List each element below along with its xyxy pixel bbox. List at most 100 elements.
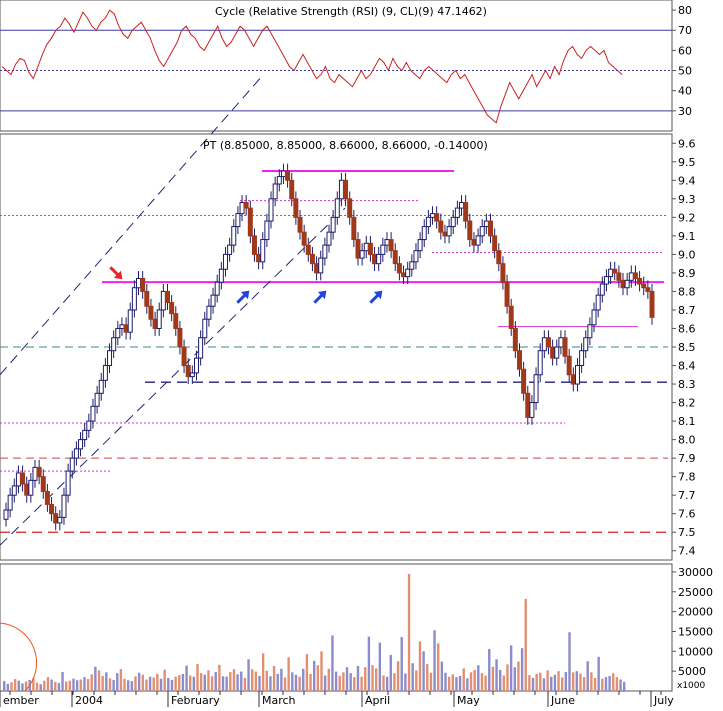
price-tick-label: 8.0 (678, 434, 696, 447)
candle (570, 374, 576, 385)
price-tick-label: 9.0 (678, 248, 696, 261)
volume-bar (411, 663, 414, 691)
candle (305, 244, 311, 255)
volume-bar (586, 661, 589, 691)
volume-bar (119, 669, 123, 691)
volume-bar (54, 681, 57, 691)
volume-bar (236, 674, 239, 691)
candle (450, 216, 456, 228)
candle (86, 420, 92, 431)
volume-bar (46, 677, 50, 691)
volume-bar (185, 665, 188, 691)
candle (326, 231, 332, 246)
volume-bar (65, 681, 68, 691)
volume-bar (75, 680, 79, 691)
candle (434, 213, 440, 222)
price-tick-label: 9.4 (678, 174, 696, 187)
volume-bar (199, 673, 203, 691)
volume-bar (612, 673, 615, 691)
volume-bar (294, 674, 298, 691)
volume-bar (17, 680, 20, 691)
volume-bar (444, 672, 447, 691)
volume-bar (422, 651, 425, 691)
price-tick-label: 8.8 (678, 285, 696, 298)
volume-bar (528, 675, 531, 691)
x-tick-label: 2004 (75, 694, 103, 707)
volume-bar (375, 668, 378, 691)
price-tick-label: 8.6 (678, 322, 696, 335)
candle (82, 429, 88, 441)
volume-bar (396, 661, 400, 691)
volume-bar (320, 651, 323, 691)
volume-bar (32, 678, 35, 691)
candle (595, 294, 601, 311)
volume-tick-label: 25000 (678, 586, 713, 599)
price-tick-label: 8.3 (678, 378, 696, 391)
volume-bar (550, 676, 553, 691)
candle (119, 324, 125, 329)
panel-frames (0, 0, 673, 692)
candle (471, 239, 477, 246)
volume-bar (141, 674, 144, 691)
price-title: PT (8.85000, 8.85000, 8.66000, 8.66000, … (203, 139, 488, 152)
volume-bar (283, 677, 287, 691)
volume-bar (502, 675, 506, 691)
candle (508, 305, 514, 329)
candle (293, 198, 299, 218)
volume-bar (218, 664, 221, 691)
candle (98, 379, 104, 394)
volume-bar (575, 671, 578, 691)
x-tick-label: July (653, 694, 674, 707)
volume-bar (72, 678, 75, 691)
candle (111, 337, 117, 352)
candle (554, 346, 560, 359)
volume-bar (440, 661, 444, 691)
candle (359, 250, 365, 259)
volume-tick-label: 20000 (678, 606, 713, 619)
candle (616, 272, 622, 281)
candle (206, 305, 212, 320)
volume-bar (258, 675, 261, 691)
volume-bar (531, 677, 535, 691)
volume-bar (488, 648, 491, 691)
rsi-tick-label: 70 (678, 24, 692, 37)
candle (545, 337, 551, 348)
volume-bar (254, 671, 258, 691)
volume-bar (21, 683, 24, 691)
candle (562, 337, 568, 357)
rsi-panel (0, 9, 672, 124)
volume-bar (557, 671, 560, 691)
candle (156, 309, 162, 329)
volume-bar (229, 671, 232, 691)
blue-arrow-icon (313, 290, 327, 304)
candle (347, 198, 353, 218)
volume-bar (57, 683, 61, 691)
volume-bar (192, 676, 196, 691)
volume-bar (455, 677, 458, 691)
candle (318, 257, 324, 274)
candle (624, 279, 630, 289)
volume-bar (101, 675, 104, 691)
candle (61, 494, 67, 518)
volume-bar (207, 670, 210, 691)
candle (338, 179, 344, 200)
volume-bar (535, 673, 538, 691)
volume-bar (86, 679, 90, 691)
volume-bar (604, 677, 608, 691)
price-tick-label: 7.9 (678, 452, 696, 465)
volume-bar (539, 672, 542, 691)
candle (210, 294, 216, 307)
volume-bar (356, 665, 360, 691)
volume-bar (480, 673, 484, 691)
candle (330, 216, 336, 233)
candle (409, 261, 415, 270)
candle (90, 405, 96, 422)
volume-bar (433, 630, 436, 691)
price-tick-label: 9.3 (678, 193, 696, 206)
candle (301, 231, 307, 246)
candle (525, 392, 531, 418)
candle (608, 268, 614, 278)
volume-bar (221, 676, 225, 691)
volume-bar (83, 677, 86, 691)
